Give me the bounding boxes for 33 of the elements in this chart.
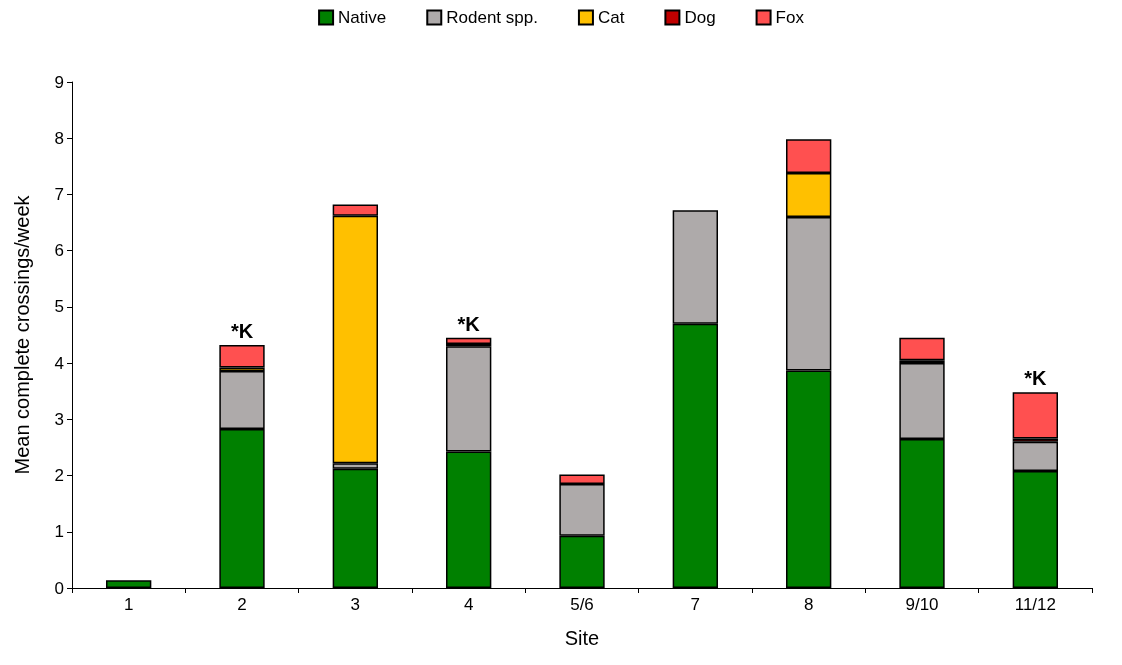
bar	[219, 345, 265, 368]
y-tick-label: 7	[54, 184, 64, 204]
x-tick-label: 3	[350, 595, 361, 614]
y-tick-label: 5	[54, 297, 64, 317]
x-tick-label: 8	[803, 595, 814, 614]
y-tick-label: 4	[54, 353, 64, 373]
x-tick-label: 11/12	[1014, 595, 1056, 614]
legend-label: Native	[338, 8, 387, 27]
y-tick-label: 2	[54, 466, 64, 486]
legend-label: Dog	[684, 8, 716, 27]
y-tick-label: 8	[54, 128, 64, 148]
y-tick-label: 9	[54, 72, 64, 92]
legend-label: Fox	[775, 8, 805, 27]
y-axis-title: Mean complete crossings/week	[11, 194, 33, 475]
legend-label: Rodent spp.	[446, 8, 538, 27]
annotation: *K	[230, 320, 254, 343]
x-axis-title: Site	[564, 627, 600, 649]
annotation: *K	[457, 312, 481, 335]
bar	[446, 337, 492, 344]
annotation: *K	[1024, 367, 1047, 390]
y-tick-label: 0	[54, 578, 64, 598]
x-tick-label: 5/6	[570, 595, 594, 614]
bar	[1012, 392, 1058, 439]
x-tick-label: 1	[123, 595, 134, 614]
legend-label: Cat	[597, 8, 625, 27]
x-tick-label: 4	[463, 595, 474, 614]
y-tick-label: 6	[54, 241, 64, 261]
y-tick-label: 1	[54, 522, 64, 542]
x-tick-label: 7	[690, 595, 701, 614]
y-tick-label: 3	[54, 409, 64, 429]
x-tick-label: 2	[237, 595, 247, 614]
x-tick-label: 9/10	[905, 595, 939, 614]
bar	[899, 337, 945, 361]
